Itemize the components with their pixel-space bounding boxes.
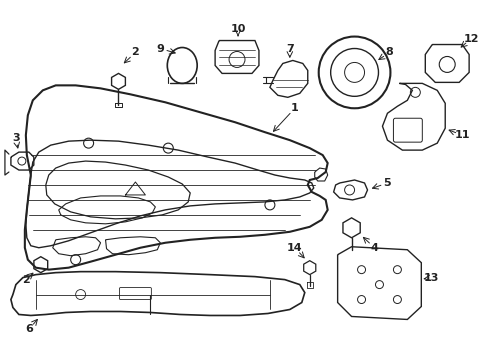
Text: 12: 12: [463, 33, 478, 44]
Text: 2: 2: [22, 275, 30, 285]
Text: 14: 14: [286, 243, 302, 253]
Text: 3: 3: [12, 133, 20, 143]
Text: 4: 4: [370, 243, 378, 253]
Text: 2: 2: [131, 48, 139, 58]
Text: 7: 7: [285, 44, 293, 54]
Text: 6: 6: [25, 324, 33, 334]
Text: 11: 11: [453, 130, 469, 140]
Text: 10: 10: [230, 24, 245, 33]
Text: 9: 9: [156, 44, 164, 54]
Text: 13: 13: [423, 273, 438, 283]
Text: 5: 5: [383, 178, 390, 188]
Text: 1: 1: [290, 103, 298, 113]
Text: 8: 8: [385, 48, 392, 58]
